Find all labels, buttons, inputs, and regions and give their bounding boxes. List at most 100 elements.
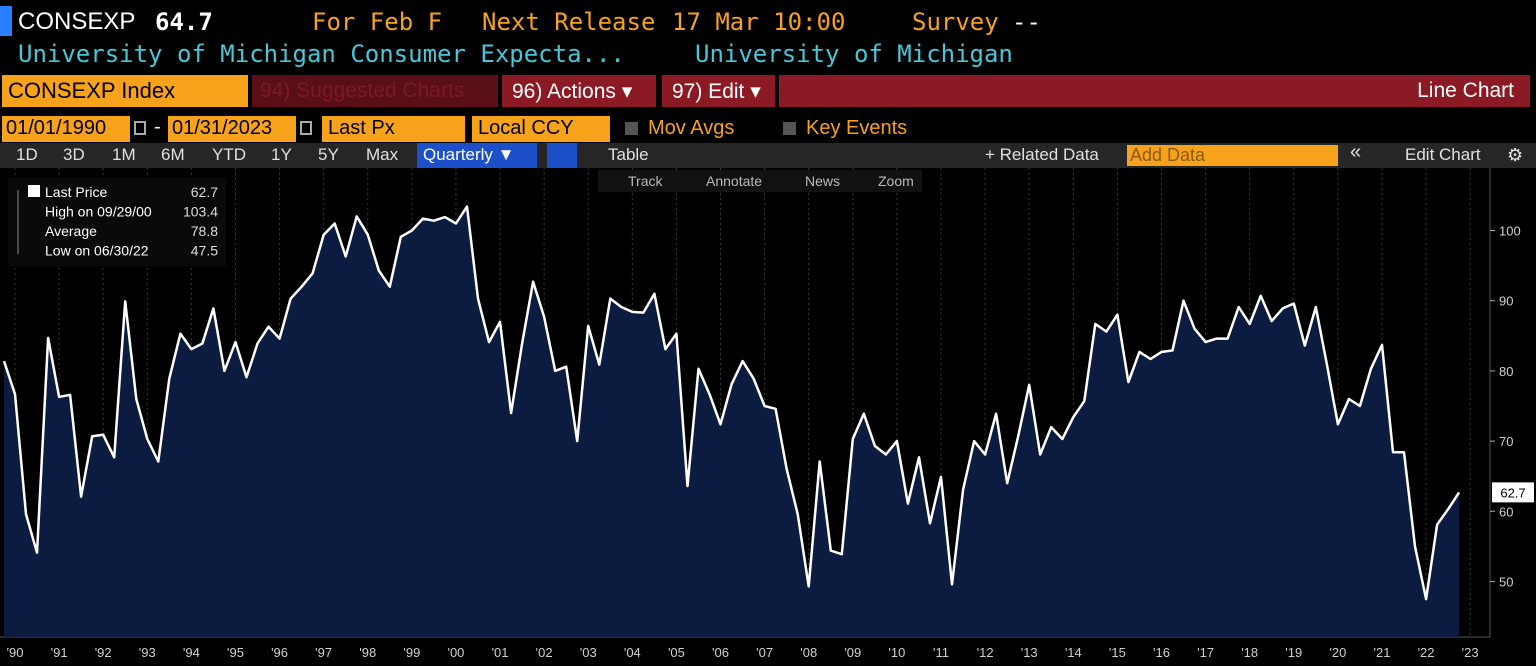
x-tick-label: '13 bbox=[1021, 645, 1038, 660]
legend-checkbox bbox=[28, 185, 40, 197]
x-tick-label: '93 bbox=[139, 645, 156, 660]
legend-label: Average bbox=[45, 223, 97, 239]
tool-button[interactable]: Zoom bbox=[878, 173, 914, 189]
x-tick-label: '15 bbox=[1109, 645, 1126, 660]
period-button[interactable]: 1M bbox=[112, 145, 136, 164]
period-button[interactable]: 6M bbox=[161, 145, 185, 164]
calendar-icon[interactable] bbox=[134, 121, 146, 135]
x-tick-label: '05 bbox=[668, 645, 685, 660]
security-input[interactable]: CONSEXP Index bbox=[2, 75, 248, 107]
add-data-input[interactable]: Add Data bbox=[1127, 145, 1338, 166]
x-tick-label: '20 bbox=[1329, 645, 1346, 660]
edit-menu[interactable]: 97) Edit ▾ bbox=[662, 75, 775, 107]
date-separator: - bbox=[154, 116, 161, 138]
x-tick-label: '11 bbox=[933, 645, 949, 660]
tool-bar bbox=[598, 170, 922, 192]
legend-label: High on 09/29/00 bbox=[45, 204, 152, 220]
legend-label: Last Price bbox=[45, 184, 107, 200]
settings-icon[interactable]: ⚙ bbox=[1507, 145, 1524, 165]
tool-button[interactable]: Track bbox=[628, 173, 663, 189]
legend-value: 103.4 bbox=[183, 204, 218, 220]
key-events[interactable]: Key Events bbox=[806, 117, 908, 139]
x-tick-label: '04 bbox=[624, 645, 641, 660]
legend-value: 62.7 bbox=[191, 184, 218, 200]
x-tick-label: '16 bbox=[1153, 645, 1170, 660]
x-tick-label: '09 bbox=[844, 645, 861, 660]
next-release-label: Next Release bbox=[482, 8, 656, 36]
x-tick-label: '06 bbox=[712, 645, 729, 660]
x-tick-label: '22 bbox=[1418, 645, 1435, 660]
related-data[interactable]: + Related Data bbox=[985, 145, 1099, 164]
edit-chart[interactable]: Edit Chart bbox=[1405, 145, 1481, 164]
last-price-tag bbox=[1492, 482, 1534, 503]
y-tick-label: 70 bbox=[1499, 434, 1513, 449]
x-tick-label: '02 bbox=[536, 645, 553, 660]
end-date[interactable]: 01/31/2023 bbox=[168, 116, 296, 142]
y-tick-label: 100 bbox=[1499, 223, 1521, 238]
tool-button[interactable]: News bbox=[805, 173, 840, 189]
x-tick-label: '19 bbox=[1285, 645, 1302, 660]
security-name: University of Michigan Consumer Expecta.… bbox=[18, 40, 625, 68]
last-value: 64.7 bbox=[155, 8, 213, 36]
ticker: CONSEXP bbox=[18, 8, 136, 35]
period-button[interactable]: Max bbox=[366, 145, 399, 164]
mov-avgs[interactable]: Mov Avgs bbox=[648, 117, 735, 139]
chart: '90 '91 '92 '93 '94 '95 '96 '97 '98 '99 '00 '01 '02 '… bbox=[0, 168, 1534, 660]
x-tick-label: '98 bbox=[359, 645, 376, 660]
x-tick-label: '14 bbox=[1065, 645, 1082, 660]
x-tick-label: '17 bbox=[1197, 645, 1214, 660]
x-tick-label: '10 bbox=[888, 645, 905, 660]
field-select[interactable]: Last Px bbox=[322, 116, 465, 142]
x-tick-label: '91 bbox=[51, 645, 68, 660]
legend-box bbox=[8, 178, 226, 266]
collapse-button[interactable]: « bbox=[1350, 141, 1362, 163]
x-tick-label: '97 bbox=[315, 645, 332, 660]
legend-label: Low on 06/30/22 bbox=[45, 243, 149, 259]
area bbox=[3, 206, 1460, 637]
source: University of Michigan bbox=[695, 40, 1013, 68]
y-tick-label: 50 bbox=[1499, 575, 1513, 590]
x-tick-label: '08 bbox=[800, 645, 817, 660]
calendar-icon[interactable] bbox=[300, 121, 312, 135]
chart-icon-button[interactable] bbox=[547, 143, 577, 168]
x-tick-label: '12 bbox=[977, 645, 994, 660]
x-tick-label: '07 bbox=[756, 645, 773, 660]
x-tick-label: '96 bbox=[271, 645, 288, 660]
x-tick-label: '00 bbox=[447, 645, 464, 660]
y-tick-label: 60 bbox=[1499, 504, 1513, 519]
legend-value: 78.8 bbox=[191, 223, 218, 239]
table-button[interactable]: Table bbox=[608, 145, 649, 164]
currency-select[interactable]: Local CCY bbox=[472, 116, 610, 142]
checkbox[interactable] bbox=[783, 122, 796, 135]
frequency-select[interactable]: Quarterly ▼ bbox=[417, 143, 537, 168]
suggested-charts[interactable]: 94) Suggested Charts bbox=[252, 75, 498, 107]
period-button[interactable]: 1Y bbox=[271, 145, 292, 164]
period-button[interactable]: 5Y bbox=[318, 145, 339, 164]
checkbox[interactable] bbox=[625, 122, 638, 135]
next-release: 17 Mar 10:00 bbox=[672, 8, 846, 36]
last-price-label: 62.7 bbox=[1500, 485, 1525, 500]
period: For Feb F bbox=[312, 8, 443, 36]
x-tick-label: '94 bbox=[183, 645, 200, 660]
x-tick-label: '23 bbox=[1462, 645, 1479, 660]
x-tick-label: '92 bbox=[95, 645, 112, 660]
marker bbox=[0, 6, 12, 36]
x-tick-label: '01 bbox=[492, 645, 509, 660]
x-tick-label: '95 bbox=[227, 645, 244, 660]
period-button[interactable]: 1D bbox=[16, 145, 38, 164]
line bbox=[2, 205, 1461, 601]
x-tick-label: '18 bbox=[1241, 645, 1258, 660]
survey-label: Survey bbox=[912, 8, 999, 36]
chart-type[interactable]: Line Chart bbox=[779, 75, 1530, 107]
y-tick-label: 80 bbox=[1499, 364, 1513, 379]
x-tick-label: '90 bbox=[7, 645, 24, 660]
y-tick-label: 90 bbox=[1499, 294, 1513, 309]
period-button[interactable]: 3D bbox=[63, 145, 85, 164]
period-button[interactable]: YTD bbox=[212, 145, 246, 164]
start-date[interactable]: 01/01/1990 bbox=[2, 116, 130, 142]
tool-button[interactable]: Annotate bbox=[706, 173, 762, 189]
actions-menu[interactable]: 96) Actions ▾ bbox=[502, 75, 656, 107]
survey: -- bbox=[1012, 8, 1041, 36]
x-tick-label: '03 bbox=[580, 645, 597, 660]
